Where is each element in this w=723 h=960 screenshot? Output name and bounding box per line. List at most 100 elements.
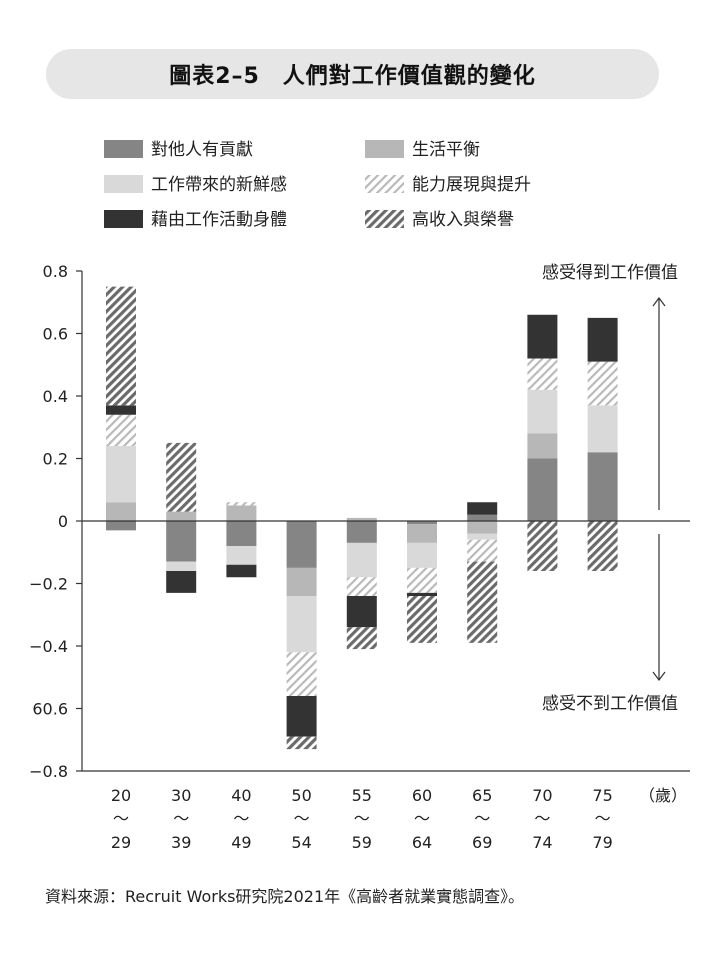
bar-segment: [587, 405, 618, 453]
bar-segment: [407, 521, 437, 525]
bar-segment: [226, 505, 257, 521]
bar-segment: [106, 502, 136, 521]
bar-segment: [587, 452, 618, 521]
x-tick-label-start: 40: [231, 786, 251, 805]
legend-swatch: [104, 210, 143, 228]
legend-swatch: [104, 140, 143, 158]
legend-swatch: [365, 210, 404, 228]
chart-title: 圖表2–5 人們對工作價值觀的變化: [169, 64, 536, 89]
bar-segment: [407, 596, 437, 643]
bar-segment: [346, 521, 377, 543]
bar-segment: [467, 502, 498, 515]
chart-axes: 0.8 0.6 0.4 0.2 0 −0.2 −0.4 60.6 −0.8: [29, 262, 690, 781]
bar-segment: [587, 317, 618, 362]
bar-segment: [407, 542, 437, 568]
x-tick-label-start: 20: [111, 786, 131, 805]
bar-segment: [467, 521, 498, 534]
x-tick-label-end: 74: [532, 833, 552, 852]
legend-swatch: [104, 175, 143, 193]
x-tick-label-start: 50: [291, 786, 311, 805]
bar-segment: [226, 546, 257, 565]
legend-label: 工作帶來的新鮮感: [151, 175, 287, 195]
x-tick-label-end: 49: [231, 833, 251, 852]
bar-segment: [286, 567, 317, 596]
bar-segment: [587, 521, 618, 571]
bar-segment: [106, 405, 136, 415]
legend-label: 高收入與榮譽: [412, 210, 514, 230]
x-tick-label-sep: 〜: [113, 809, 129, 828]
bar-segment: [286, 696, 317, 737]
y-tick-label: −0.4: [29, 637, 68, 656]
bar-segment: [166, 571, 197, 593]
bar-segment: [106, 414, 136, 446]
bar-segment: [106, 521, 136, 531]
y-tick-label: 0: [58, 512, 68, 531]
x-tick-label-end: 59: [352, 833, 372, 852]
bar-segment: [286, 596, 317, 653]
x-tick-label-sep: 〜: [414, 809, 430, 828]
x-tick-label-end: 79: [592, 833, 612, 852]
bar-segment: [587, 361, 618, 406]
x-tick-label-sep: 〜: [534, 809, 550, 828]
x-tick-label-start: 55: [352, 786, 372, 805]
chart-title-banner: 圖表2–5 人們對工作價值觀的變化: [46, 49, 659, 99]
chart-bars: 20 〜 29 30 〜 39 40 〜 49 50 〜 54 55 〜 59 60 〜 64 65 〜 69 70 〜 74…: [82, 286, 690, 852]
legend-label: 生活平衡: [412, 140, 480, 160]
y-tick-label: −0.8: [29, 762, 68, 781]
bar-segment: [286, 521, 317, 568]
bar-segment: [286, 652, 317, 696]
bar-segment: [346, 542, 377, 578]
bar-segment: [527, 314, 558, 359]
legend-label: 藉由工作活動身體: [151, 210, 287, 230]
x-tick-label-sep: 〜: [173, 809, 189, 828]
y-tick-label: 0.8: [43, 262, 68, 281]
x-tick-label-end: 64: [412, 833, 432, 852]
bar-segment: [166, 561, 197, 571]
y-tick-label: 0.4: [43, 387, 68, 406]
bar-segment: [346, 517, 377, 521]
bar-segment: [527, 433, 558, 459]
x-tick-label-sep: 〜: [474, 809, 490, 828]
y-tick-label: −0.2: [29, 575, 68, 594]
annotation-up: 感受得到工作價值: [542, 263, 678, 283]
bar-segment: [226, 564, 257, 578]
x-tick-label-sep: 〜: [233, 809, 249, 828]
x-tick-label-start: 30: [171, 786, 191, 805]
bar-segment: [467, 539, 498, 562]
x-tick-label-end: 29: [111, 833, 131, 852]
x-axis-unit: （歲）: [639, 786, 687, 805]
bar-segment: [407, 524, 437, 543]
bar-segment: [346, 627, 377, 650]
annotation-down: 感受不到工作價值: [542, 694, 678, 714]
bar-segment: [166, 511, 197, 521]
legend-label: 對他人有貢獻: [151, 140, 253, 160]
x-tick-label-sep: 〜: [294, 809, 310, 828]
x-tick-label-start: 75: [592, 786, 612, 805]
y-tick-label: 0.6: [43, 325, 68, 344]
arrow-up-head: [652, 297, 666, 307]
arrow-down-head: [652, 671, 666, 681]
bar-segment: [527, 358, 558, 390]
bar-segment: [226, 521, 257, 546]
x-tick-label-start: 65: [472, 786, 492, 805]
bar-segment: [467, 561, 498, 643]
legend-swatch: [365, 175, 404, 193]
x-tick-label-sep: 〜: [354, 809, 370, 828]
x-tick-label-end: 39: [171, 833, 191, 852]
bar-segment: [226, 502, 257, 506]
x-tick-label-start: 70: [532, 786, 552, 805]
bar-segment: [286, 736, 317, 750]
x-tick-label-end: 54: [291, 833, 311, 852]
x-tick-label-sep: 〜: [595, 809, 611, 828]
legend-label: 能力展現與提升: [412, 175, 531, 195]
bar-segment: [166, 521, 197, 562]
legend-swatch: [365, 140, 404, 158]
x-tick-label-end: 69: [472, 833, 492, 852]
bar-segment: [106, 446, 136, 503]
x-tick-label-start: 60: [412, 786, 432, 805]
bar-segment: [527, 389, 558, 434]
bar-segment: [527, 458, 558, 521]
